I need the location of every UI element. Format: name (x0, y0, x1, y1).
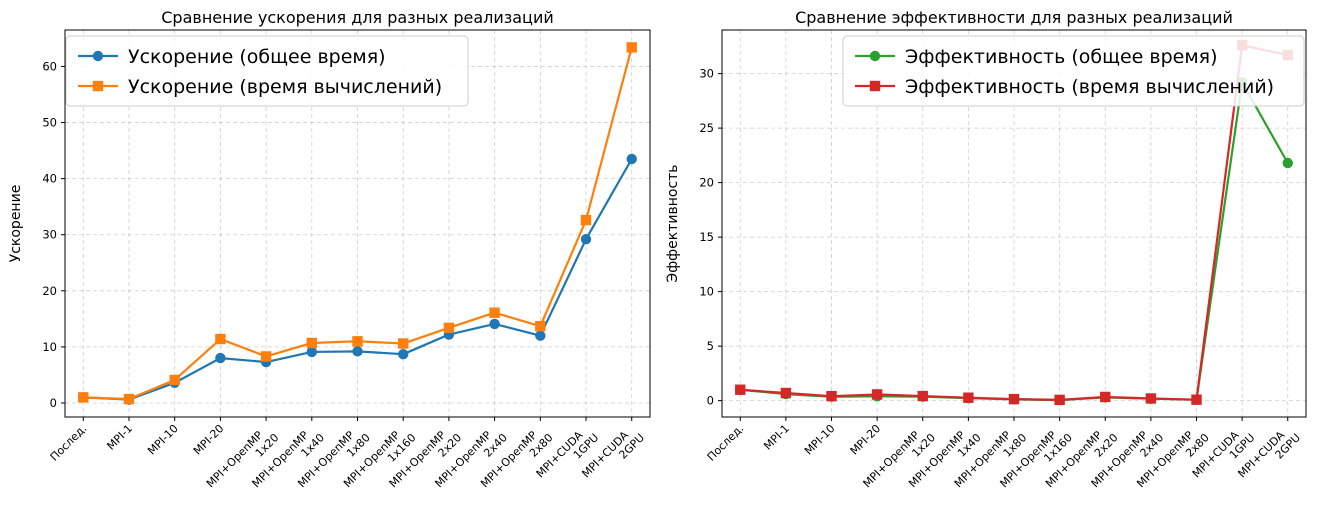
legend-marker (869, 50, 881, 62)
plot-frame (64, 29, 651, 418)
chart-title: Сравнение эффективности для разных реали… (795, 8, 1233, 27)
data-point (443, 322, 455, 334)
data-point (580, 214, 592, 226)
y-axis-label: Эффективность (665, 164, 681, 282)
data-point (535, 320, 546, 332)
x-tick-label: MPI-1 (761, 422, 792, 453)
legend-marker (92, 80, 104, 92)
data-point (626, 153, 637, 165)
x-tick-label: MPI+CUDA1GPU (1190, 422, 1258, 490)
y-tick-label: 0 (707, 394, 714, 408)
x-tick-label: MPI+CUDA2GPU (579, 422, 647, 490)
data-point (735, 384, 746, 395)
y-axis-label: Ускорение (8, 185, 24, 263)
data-point (306, 346, 317, 358)
y-tick-label: 20 (42, 284, 57, 298)
y-tick-label: 5 (707, 339, 714, 353)
legend-box (65, 35, 469, 107)
legend: Эффективность (общее время) Эффективность… (842, 35, 1305, 107)
data-point (917, 390, 928, 402)
x-tick-label: Послед. (705, 422, 747, 464)
data-point (871, 389, 883, 400)
data-point (306, 337, 317, 349)
data-point (169, 374, 180, 386)
data-point (398, 348, 409, 360)
y-tick-label: 10 (42, 340, 57, 354)
data-point (489, 318, 500, 330)
y-tick-label: 40 (42, 172, 57, 186)
data-point (78, 392, 89, 403)
legend-label: Ускорение (время вычислений) (128, 76, 442, 98)
data-point (1282, 157, 1293, 169)
x-tick-label: MPI+CUDA1GPU (534, 422, 602, 490)
y-tick-label: 25 (699, 121, 714, 135)
data-point (580, 234, 592, 245)
data-point (260, 351, 272, 362)
legend-label: Эффективность (время вычислений) (905, 76, 1274, 98)
chart-panel-1: 0 10 20 30 40 50 60 Послед. MPI-1 MPI-10 MPI-20 MPI… (8, 8, 651, 490)
data-point (626, 42, 637, 53)
data-point (780, 387, 792, 399)
series-2 (78, 42, 637, 405)
data-point (352, 346, 363, 357)
plot-frame (721, 29, 1307, 418)
chart-panel-2: 0 5 10 15 20 25 30 Послед. MPI-1 MPI-10 MPI-20 MPI+… (665, 8, 1307, 490)
legend: Ускорение (общее время) Ускорение (время … (65, 35, 469, 107)
legend-label: Эффективность (общее время) (905, 46, 1218, 68)
y-tick-label: 50 (42, 116, 57, 130)
data-point (215, 333, 226, 345)
data-point (1191, 394, 1202, 405)
x-tick-label: MPI-20 (191, 422, 227, 458)
data-point (123, 393, 135, 405)
x-tick-label: MPI-10 (145, 422, 181, 458)
x-tick-label: MPI+CUDA2GPU (1235, 422, 1303, 490)
data-point (489, 307, 500, 318)
series-line (83, 158, 633, 401)
data-point (1008, 393, 1020, 405)
legend-label: Ускорение (общее время) (128, 46, 386, 68)
legend-box (842, 35, 1305, 107)
x-tick-label: MPI-1 (104, 422, 135, 453)
data-point (215, 352, 226, 364)
x-tick-label: Послед. (48, 422, 90, 464)
data-point (1054, 394, 1065, 406)
y-tick-label: 0 (50, 396, 57, 410)
y-tick-label: 10 (699, 285, 714, 299)
data-point (1100, 391, 1111, 403)
data-point (398, 338, 409, 349)
data-point (826, 390, 837, 402)
chart-title: Сравнение ускорения для разных реализаци… (161, 8, 554, 27)
data-point (963, 392, 974, 403)
y-tick-label: 60 (42, 59, 57, 73)
y-tick-label: 20 (699, 176, 714, 190)
data-point (535, 330, 546, 341)
legend-marker (92, 50, 104, 62)
x-tick-label: MPI-20 (848, 422, 884, 458)
data-point (1145, 393, 1157, 404)
y-tick-label: 30 (42, 228, 57, 242)
x-tick-label: MPI-10 (802, 422, 838, 458)
y-tick-label: 30 (699, 67, 714, 81)
legend-marker (869, 80, 881, 92)
data-point (352, 336, 363, 347)
y-tick-label: 15 (699, 230, 714, 244)
